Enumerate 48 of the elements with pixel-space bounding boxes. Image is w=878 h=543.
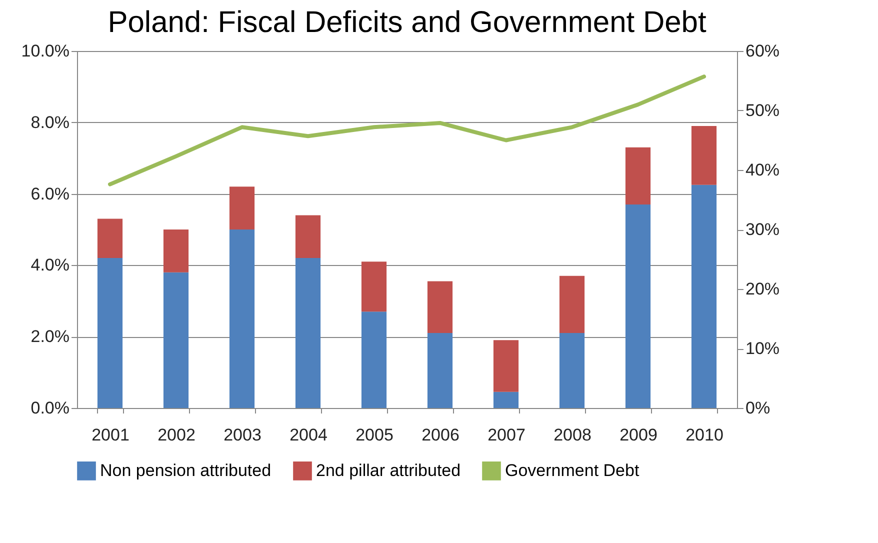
bar	[427, 281, 453, 334]
legend-label: Government Debt	[505, 460, 640, 480]
bar	[229, 230, 255, 408]
legend-label: 2nd pillar attributed	[316, 460, 461, 480]
x-tick-label: 2007	[488, 426, 526, 444]
bar	[229, 186, 255, 230]
bar	[691, 184, 717, 408]
x-tick-label: 2010	[686, 426, 724, 444]
bar	[295, 258, 321, 408]
bar	[625, 204, 651, 408]
y-tick-label: 10.0%	[21, 42, 70, 60]
bar	[559, 333, 585, 408]
y2-tick-label: 50%	[746, 101, 780, 120]
bar	[97, 258, 123, 408]
x-tick-label: 2006	[422, 426, 460, 444]
bar	[493, 340, 519, 392]
bar	[361, 312, 387, 408]
x-tick-label: 2009	[620, 426, 658, 444]
x-tick-label: 2004	[290, 426, 328, 444]
bar	[295, 215, 321, 258]
bar	[559, 276, 585, 334]
y2-tick-label: 10%	[746, 339, 780, 358]
y2-tick-label: 20%	[746, 280, 780, 298]
bar	[625, 147, 651, 205]
y-tick-label: 2.0%	[30, 327, 70, 346]
legend-label: Non pension attributed	[100, 460, 272, 480]
bar	[361, 262, 387, 312]
bar	[163, 230, 189, 272]
chart-title: Poland: Fiscal Deficits and Government Debt	[108, 6, 707, 39]
y-tick-label: 6.0%	[30, 184, 70, 204]
x-tick-label: 2008	[554, 426, 592, 444]
bar	[97, 218, 123, 258]
x-tick-label: 2002	[158, 426, 196, 444]
bar	[163, 272, 189, 408]
y-tick-label: 0.0%	[30, 398, 70, 418]
bar	[427, 333, 453, 408]
x-tick-label: 2003	[224, 426, 262, 444]
bar	[493, 392, 519, 408]
bar	[691, 126, 717, 185]
y2-tick-label: 0%	[746, 398, 770, 418]
y2-tick-label: 60%	[746, 42, 780, 60]
y-tick-label: 8.0%	[30, 112, 70, 132]
x-tick-label: 2001	[92, 426, 130, 444]
y-tick-label: 4.0%	[30, 256, 70, 275]
y2-tick-label: 30%	[746, 220, 780, 239]
line-series	[108, 74, 706, 186]
x-tick-label: 2005	[356, 426, 394, 444]
y2-tick-label: 40%	[746, 160, 780, 180]
